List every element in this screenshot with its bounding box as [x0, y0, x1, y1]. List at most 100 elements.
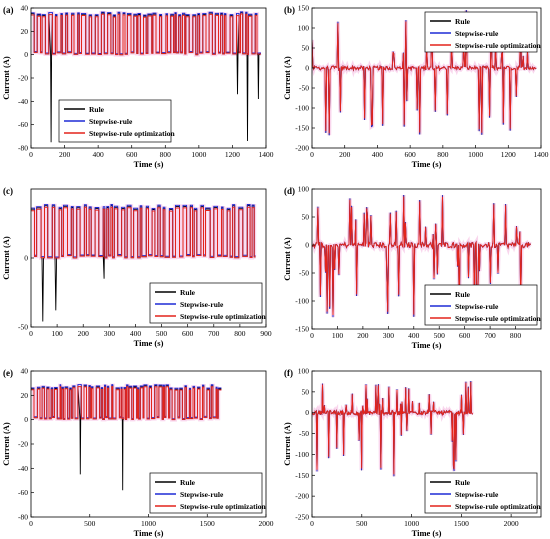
y-tick-label: -50: [299, 84, 309, 93]
y-axis-label: Current (A): [282, 237, 292, 281]
panel-label: (f): [284, 368, 293, 378]
legend-label: Stepwise-rule optimization: [455, 314, 541, 323]
x-tick-label: 600: [126, 150, 138, 159]
x-tick-label: 600: [182, 329, 194, 338]
y-tick-label: -20: [18, 440, 28, 449]
panel-label: (d): [284, 186, 295, 196]
series-stepwise-rule-optimization: [31, 386, 222, 421]
y-tick-label: -50: [299, 429, 309, 438]
x-tick-label: 700: [208, 329, 220, 338]
plot-area: [31, 203, 257, 322]
legend-label: Rule: [455, 17, 471, 26]
x-tick-label: 400: [93, 150, 105, 159]
y-axis-label: Current (A): [282, 56, 292, 100]
legend-label: Stepwise-rule: [180, 490, 224, 499]
y-tick-label: 20: [21, 391, 29, 400]
legend-label: Stepwise-rule optimization: [89, 129, 175, 138]
legend-label: Rule: [455, 478, 471, 487]
panel-label: (e): [3, 368, 13, 378]
legend-label: Stepwise-rule: [455, 29, 499, 38]
legend-label: Rule: [455, 290, 471, 299]
y-tick-label: 0: [24, 50, 28, 59]
x-tick-label: 0: [29, 150, 33, 159]
panel-label: (c): [3, 186, 13, 196]
y-tick-label: 0: [305, 241, 309, 250]
x-tick-label: 1500: [454, 519, 469, 528]
series-stepwise-rule-optimization: [312, 381, 474, 475]
x-tick-label: 800: [437, 150, 449, 159]
x-axis-label: Time (s): [134, 528, 164, 538]
y-axis-label: Current (A): [1, 56, 11, 100]
y-tick-label: 100: [298, 367, 310, 376]
legend-label: Stepwise-rule optimization: [455, 41, 541, 50]
y-axis-label: Current (A): [282, 422, 292, 466]
y-tick-label: -40: [18, 464, 28, 473]
legend: Rule Stepwise-rule Stepwise-rule optimizat…: [424, 11, 541, 53]
y-tick-label: 100: [298, 185, 310, 194]
y-tick-label: -250: [295, 513, 309, 522]
x-tick-label: 1000: [141, 519, 156, 528]
x-tick-label: 400: [130, 329, 142, 338]
x-tick-label: 1200: [501, 150, 516, 159]
series-stepwise-rule-optimization: [31, 13, 261, 56]
y-tick-label: -150: [295, 124, 309, 133]
x-tick-label: 1000: [191, 150, 206, 159]
x-tick-label: 2000: [259, 519, 274, 528]
y-tick-label: 150: [298, 4, 310, 13]
legend: Rule Stepwise-rule Stepwise-rule optimizat…: [149, 472, 266, 514]
y-tick-label: 40: [21, 367, 29, 376]
x-tick-label: 1200: [225, 150, 240, 159]
y-tick-label: -20: [18, 74, 28, 83]
y-tick-label: -200: [295, 492, 309, 501]
x-tick-label: 800: [160, 150, 172, 159]
x-tick-label: 600: [405, 150, 417, 159]
x-tick-label: 200: [357, 331, 369, 340]
legend-label: Stepwise-rule optimization: [180, 502, 266, 511]
y-tick-label: -60: [18, 488, 28, 497]
x-tick-label: 400: [372, 150, 384, 159]
legend-label: Rule: [89, 105, 105, 114]
legend-label: Stepwise-rule: [180, 300, 224, 309]
y-tick-label: -200: [295, 144, 309, 153]
y-tick-label: -50: [18, 323, 28, 332]
panel-f: 0 500 1000 1500 2000 -250 -200 -150 -100 -50 0 50 10…: [282, 367, 541, 539]
panel-d: 0 100 200 300 400 500 600 700 800 -150 -100 -50 0 50 1…: [282, 185, 541, 351]
x-tick-label: 0: [29, 329, 33, 338]
y-tick-label: 0: [305, 408, 309, 417]
x-tick-label: 400: [408, 331, 420, 340]
plot-area: [312, 194, 532, 318]
x-tick-label: 700: [484, 331, 496, 340]
panel-a: 0 200 400 600 800 1000 1200 1400 -80 -60 -40 -20 0 20…: [1, 4, 274, 170]
y-tick-label: -60: [18, 120, 28, 129]
x-tick-label: 0: [29, 519, 33, 528]
legend-label: Stepwise-rule: [455, 302, 499, 311]
x-tick-label: 1000: [404, 519, 419, 528]
plot-area: [31, 10, 262, 143]
legend: Rule Stepwise-rule Stepwise-rule optimizat…: [424, 284, 541, 326]
x-tick-label: 0: [310, 519, 314, 528]
y-tick-label: 0: [24, 254, 28, 263]
x-axis-label: Time (s): [412, 159, 442, 169]
x-tick-label: 0: [310, 331, 314, 340]
y-tick-label: 100: [298, 24, 310, 33]
x-tick-label: 300: [383, 331, 395, 340]
x-tick-label: 500: [156, 329, 168, 338]
y-tick-label: 50: [302, 44, 310, 53]
y-tick-label: -100: [295, 104, 309, 113]
axes-frame: [311, 370, 542, 518]
plot-area: [312, 381, 475, 477]
x-tick-label: 500: [356, 519, 368, 528]
x-tick-label: 600: [459, 331, 471, 340]
legend-label: Stepwise-rule: [89, 117, 133, 126]
legend-label: Rule: [180, 288, 196, 297]
x-tick-label: 1500: [200, 519, 215, 528]
y-tick-label: 50: [302, 387, 310, 396]
y-tick-label: 20: [21, 27, 29, 36]
x-axis-label: Time (s): [134, 159, 164, 169]
legend: Rule Stepwise-rule Stepwise-rule optimizat…: [149, 282, 266, 324]
plot-area: [312, 10, 538, 136]
series-stepwise-rule-optimization: [31, 206, 256, 259]
x-axis-label: Time (s): [412, 528, 442, 538]
